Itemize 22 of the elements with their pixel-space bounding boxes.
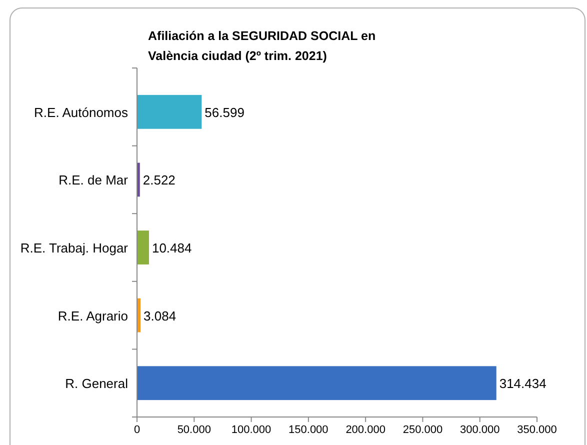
y-tick-label: R. General bbox=[65, 376, 128, 392]
y-tick-label: R.E. Agrario bbox=[58, 308, 128, 324]
data-label: 314.434 bbox=[499, 376, 546, 392]
x-tick-label: 150.000 bbox=[288, 424, 328, 436]
data-label: 2.522 bbox=[142, 172, 176, 188]
chart-title: Afiliación a la SEGURIDAD SOCIAL en València ciudad (2º trim. 2021) bbox=[148, 29, 376, 63]
bar bbox=[137, 94, 202, 129]
x-tick-label: 250.000 bbox=[402, 424, 443, 436]
x-tick-label: 100.000 bbox=[231, 424, 272, 436]
data-label: 3.084 bbox=[144, 308, 176, 324]
bar bbox=[137, 366, 496, 400]
y-tick-label: R.E. de Mar bbox=[58, 172, 129, 188]
x-tick-label: 200.000 bbox=[346, 424, 386, 436]
y-tick-label: R.E. Autónomos bbox=[34, 104, 128, 120]
x-tick-label: 300.000 bbox=[460, 424, 500, 436]
x-tick-label: 0 bbox=[134, 424, 140, 436]
bar bbox=[137, 230, 149, 264]
x-tick-label: 50.000 bbox=[177, 424, 211, 436]
data-label: 56.599 bbox=[204, 104, 244, 120]
y-tick-label: R.E. Trabaj. Hogar bbox=[20, 240, 129, 256]
data-label: 10.484 bbox=[152, 240, 192, 256]
x-tick-label: 350.000 bbox=[517, 424, 557, 436]
